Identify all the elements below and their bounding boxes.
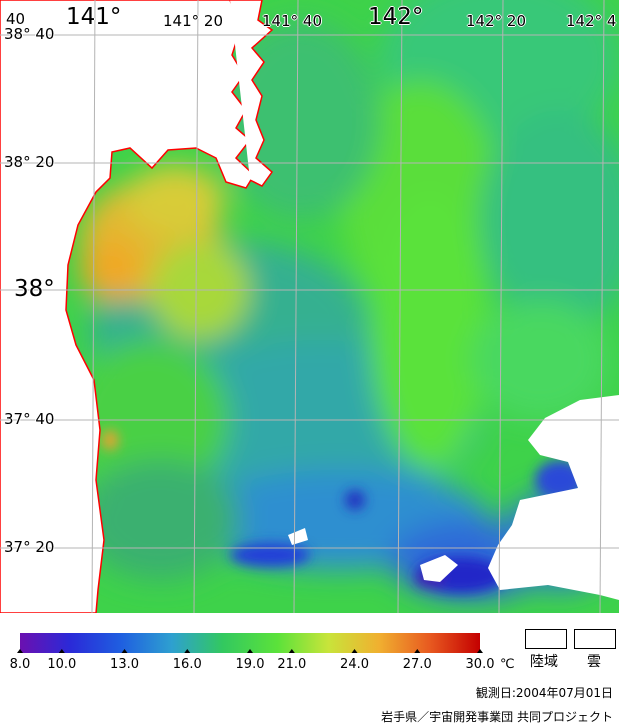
land-label: 陸域 <box>530 654 558 670</box>
cloud-east <box>488 395 619 600</box>
unit-label: ℃ <box>500 657 515 672</box>
tick-mark <box>184 649 191 653</box>
temperature-colorbar <box>20 633 480 653</box>
lat-label-38: 38° <box>14 276 55 302</box>
tick-label: 16.0 <box>172 657 202 672</box>
tick-mark <box>17 649 23 653</box>
tick-label: 30.0 <box>465 657 495 672</box>
coast-north <box>230 0 274 187</box>
tick-mark <box>351 649 358 653</box>
sst-map-image <box>0 0 619 613</box>
tick-label: 27.0 <box>402 657 432 672</box>
tick-mark <box>247 649 253 653</box>
lon-label-142-20: 142° 20 <box>466 12 526 30</box>
tick-label: 13.0 <box>110 657 140 672</box>
credit: 岩手県／宇宙開発事業団 共同プロジェクト <box>381 710 613 724</box>
lon-label-142: 142° <box>368 4 424 30</box>
tick-label: 10.0 <box>47 657 77 672</box>
lat-label-38-40: 38° 40 <box>4 25 55 43</box>
tick-label: 8.0 <box>9 657 31 672</box>
lat-label-37-40: 37° 40 <box>4 410 55 428</box>
land-west <box>0 0 255 613</box>
tick-mark <box>477 649 483 653</box>
tick-marks <box>17 649 483 653</box>
lat-label-37-20: 37° 20 <box>4 538 55 556</box>
observation-date: 観測日:2004年07月01日 <box>475 686 613 700</box>
graticule <box>0 0 619 613</box>
lon-label-141: 141° <box>66 4 122 30</box>
cloud-small-2 <box>288 528 308 545</box>
land-swatch <box>525 629 567 649</box>
sst-map: 40 141° 141° 20 141° 40 142° 142° 20 142… <box>0 0 619 613</box>
lon-label-40-edge: 40 <box>6 10 26 28</box>
cloud-small <box>420 555 458 582</box>
tick-mark <box>288 649 295 653</box>
cloud-label: 雲 <box>587 654 601 670</box>
lat-label-38-20: 38° 20 <box>4 153 55 171</box>
tick-mark <box>414 649 421 653</box>
tick-label: 19.0 <box>235 657 265 672</box>
legend: 8.0 10.0 13.0 16.0 19.0 21.0 24.0 27.0 30.0 ℃ 陸域… <box>0 613 619 725</box>
lon-label-141-40: 141° 40 <box>262 12 322 30</box>
tick-label: 24.0 <box>340 657 370 672</box>
cloud-swatch <box>574 629 616 649</box>
lon-label-142-40: 142° 4 <box>566 12 617 30</box>
tick-mark <box>121 649 128 653</box>
lon-label-141-20: 141° 20 <box>163 12 223 30</box>
tick-mark <box>58 649 65 653</box>
tick-label: 21.0 <box>277 657 307 672</box>
